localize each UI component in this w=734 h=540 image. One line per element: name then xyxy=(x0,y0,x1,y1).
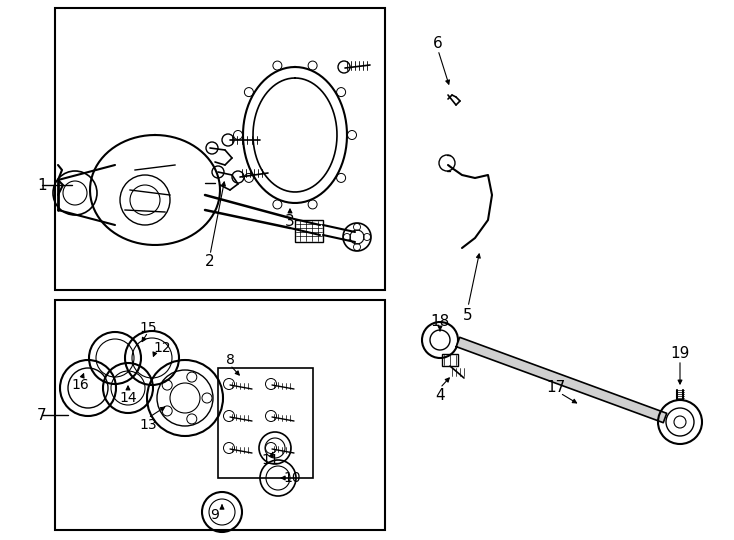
Polygon shape xyxy=(457,338,666,423)
Text: 5: 5 xyxy=(463,307,473,322)
Text: 3: 3 xyxy=(285,214,295,230)
Text: 9: 9 xyxy=(211,508,219,522)
Bar xyxy=(295,220,323,242)
Text: 11: 11 xyxy=(261,453,279,467)
Bar xyxy=(55,300,385,530)
Text: 7: 7 xyxy=(37,408,47,422)
Text: 17: 17 xyxy=(546,381,566,395)
Text: 2: 2 xyxy=(206,254,215,269)
Text: 6: 6 xyxy=(433,37,443,51)
Text: 12: 12 xyxy=(153,341,171,355)
Bar xyxy=(218,368,313,478)
Bar xyxy=(55,8,385,290)
Text: 16: 16 xyxy=(71,378,89,392)
Text: 19: 19 xyxy=(670,346,690,361)
Text: 4: 4 xyxy=(435,388,445,402)
Text: 14: 14 xyxy=(119,391,137,405)
Bar xyxy=(442,354,458,366)
Text: 15: 15 xyxy=(139,321,157,335)
Text: 1: 1 xyxy=(37,178,47,192)
Text: 8: 8 xyxy=(225,353,234,367)
Text: 18: 18 xyxy=(430,314,450,329)
Text: 10: 10 xyxy=(283,471,301,485)
Text: 13: 13 xyxy=(139,418,157,432)
